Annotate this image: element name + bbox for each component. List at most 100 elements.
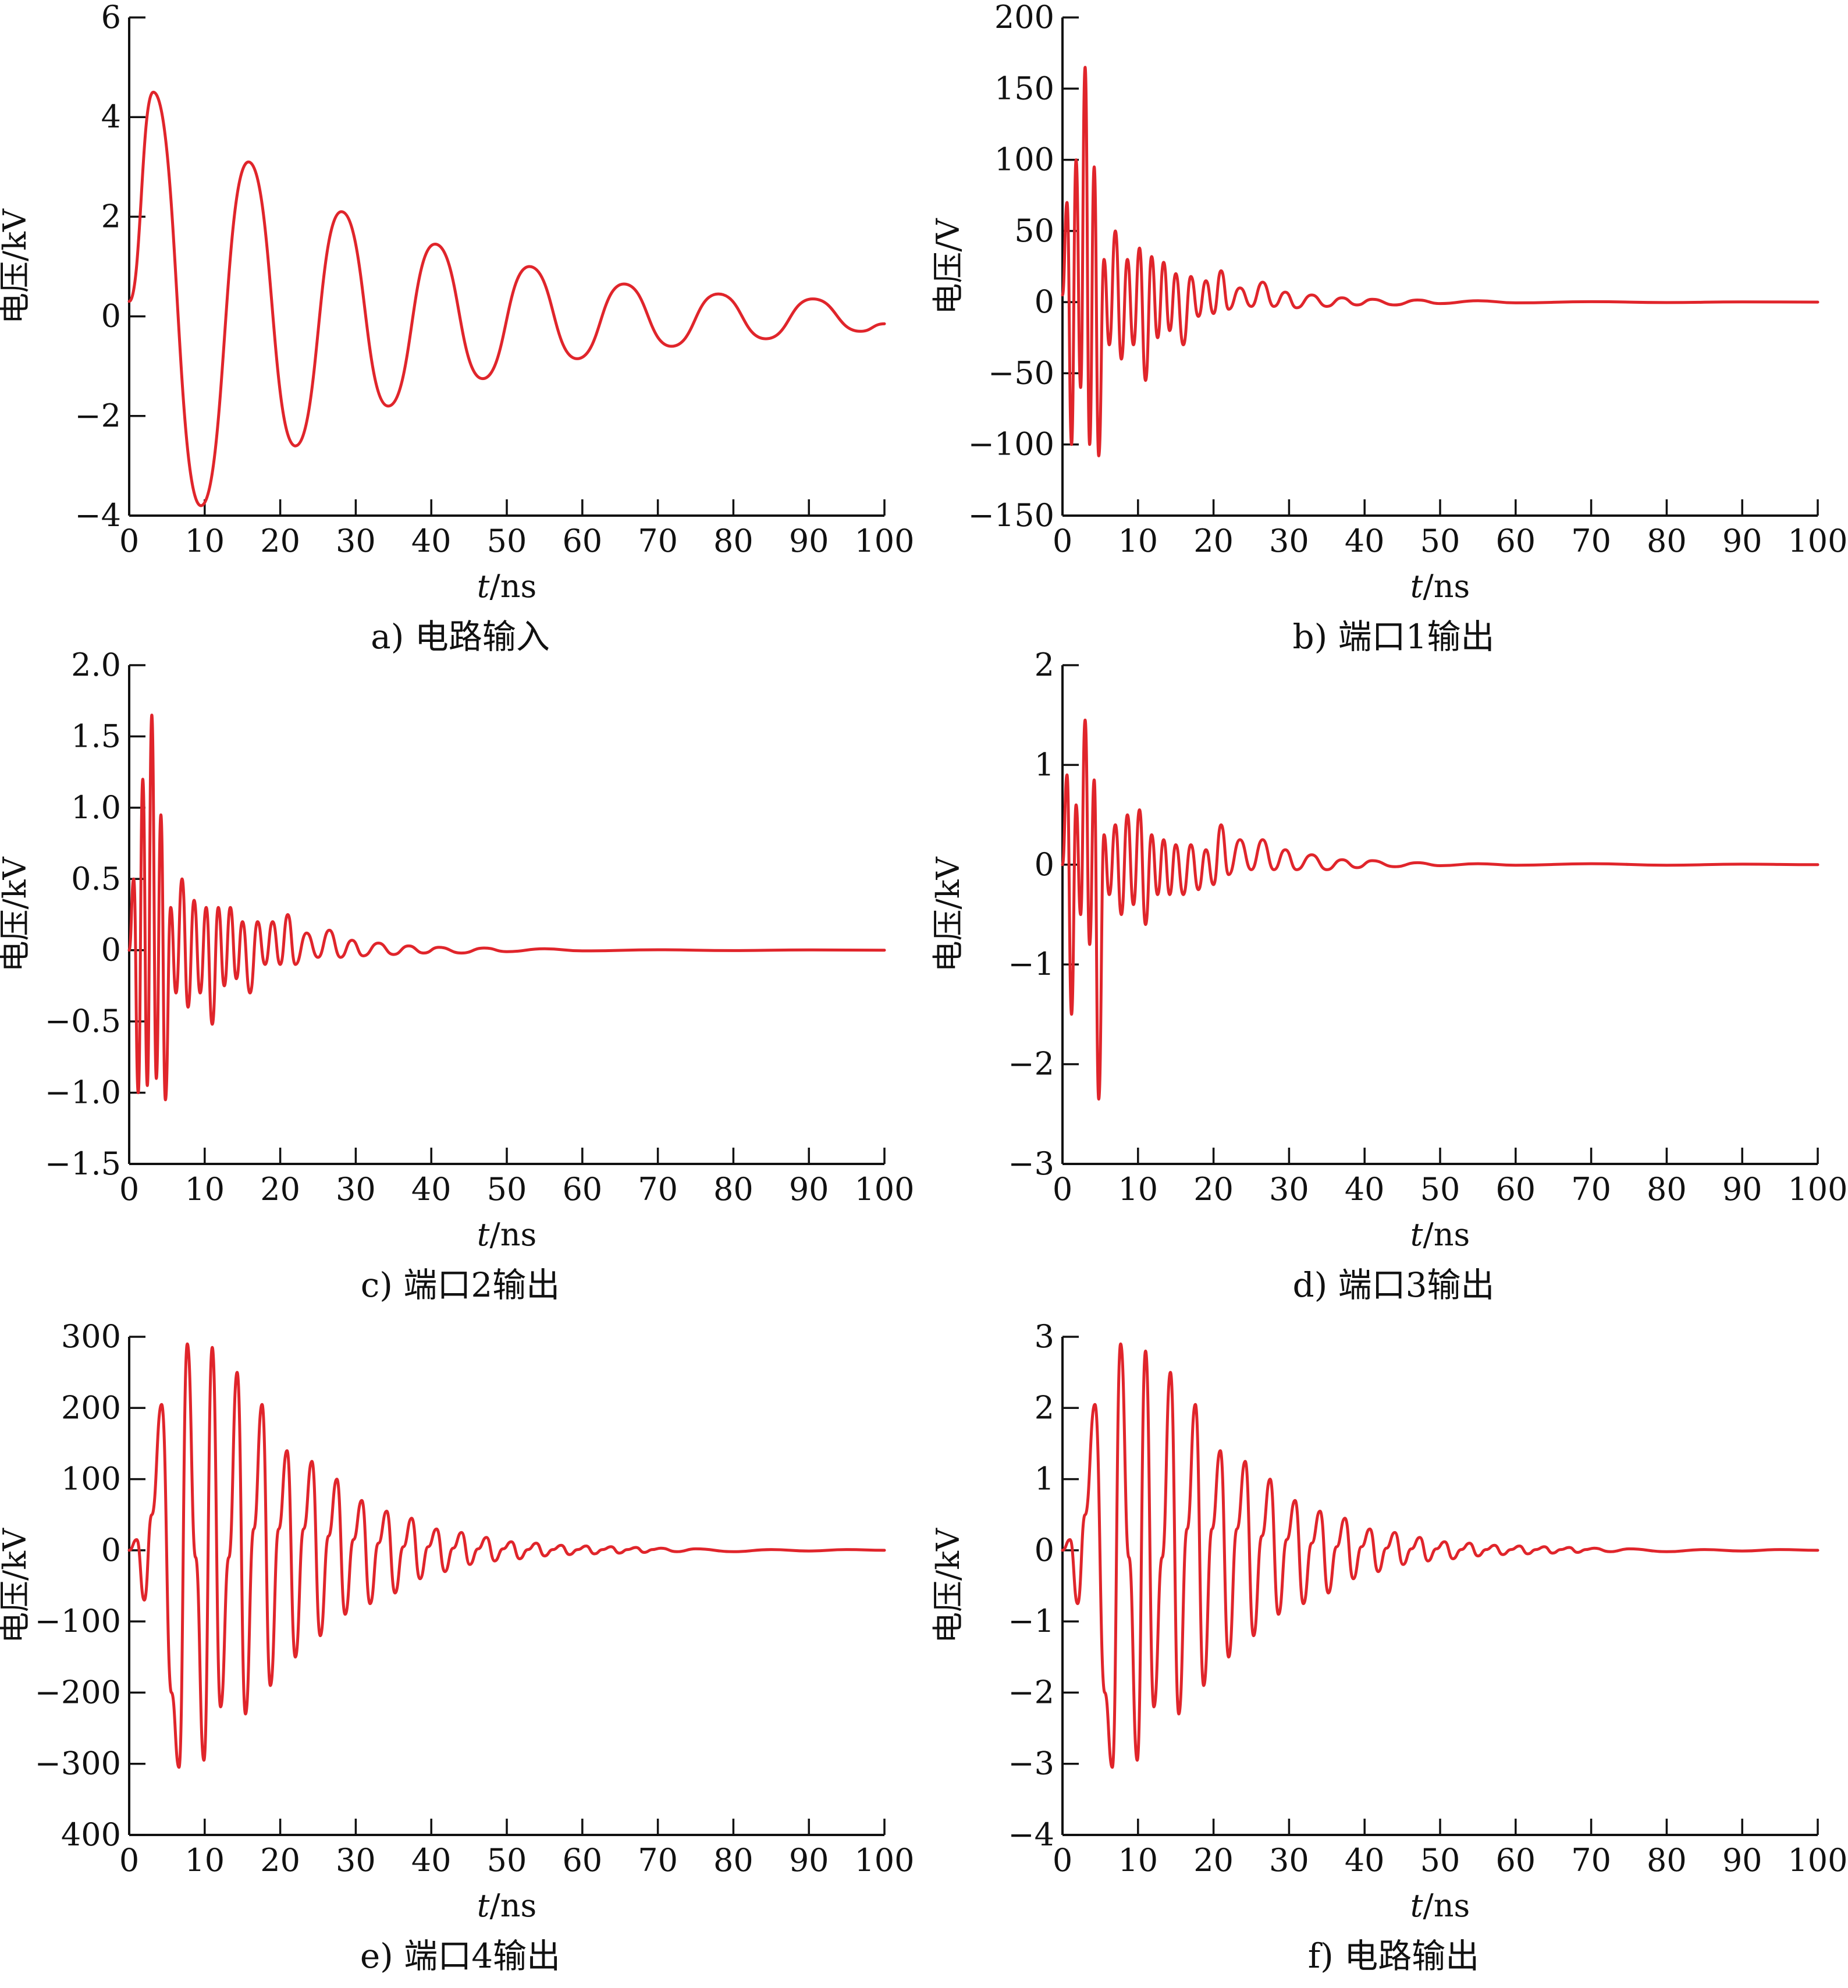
panel-caption: b) 端口1输出	[1292, 617, 1494, 656]
y-tick-label: −4	[74, 497, 121, 534]
y-tick-label: 100	[994, 141, 1054, 178]
x-axis-label: t/ns	[1410, 1216, 1470, 1253]
chart-panel-3: 0 10 20 30 40 50 60 70 80 90 100 −1.5 −1.0 −0.5 0 0.5 1.…	[0, 647, 915, 1305]
x-tick-label: 80	[1647, 1842, 1687, 1879]
y-tick-label: 1.0	[71, 789, 121, 826]
x-axis-label: t/ns	[1410, 568, 1470, 605]
x-tick-label: 30	[1269, 1842, 1309, 1879]
x-axis-label-var: t	[477, 568, 490, 605]
panel-caption: d) 端口3输出	[1292, 1265, 1494, 1305]
y-tick-label: 0.5	[71, 860, 121, 897]
x-axis-label-var: t	[1410, 1216, 1423, 1253]
y-axis-label: 电压/kV	[0, 1528, 33, 1643]
series-line-1	[127, 90, 886, 507]
y-tick-label: 2	[1035, 1389, 1054, 1426]
y-tick-label: −100	[35, 1603, 121, 1639]
x-tick-label: 30	[1269, 1171, 1309, 1208]
chart-panel-1: 0 10 20 30 40 50 60 70 80 90 100 −4 −2 0 2 4 6 电压/kV t/ns a…	[0, 0, 915, 656]
x-tick-label: 90	[1722, 1171, 1762, 1208]
y-tick-label: 3	[1035, 1318, 1054, 1355]
x-tick-label: 100	[854, 1171, 914, 1208]
x-axis-label-unit: /ns	[1423, 1216, 1470, 1253]
y-axis-label: 电压/kV	[0, 857, 33, 972]
x-tick-label: 50	[487, 1171, 527, 1208]
x-tick-label: 20	[260, 523, 300, 559]
y-tick-label: −150	[968, 497, 1054, 534]
x-axis-label-unit: /ns	[490, 568, 537, 605]
x-tick-label: 70	[638, 523, 678, 559]
x-tick-label: 70	[638, 1171, 678, 1208]
x-tick-label: 20	[1193, 523, 1234, 559]
x-tick-label: 10	[184, 523, 225, 559]
y-tick-label: 0	[1035, 283, 1054, 320]
y-tick-label: 1.5	[71, 718, 121, 754]
x-axis-label: t/ns	[477, 568, 536, 605]
y-axis-label: 电压/kV	[930, 1528, 966, 1643]
x-tick-label: 100	[1787, 523, 1847, 559]
panel-caption: c) 端口2输出	[361, 1265, 560, 1305]
x-tick-label: 70	[1571, 523, 1611, 559]
x-tick-label: 10	[184, 1171, 225, 1208]
x-tick-label: 70	[638, 1842, 678, 1879]
x-tick-label: 50	[1420, 523, 1460, 559]
y-tick-label: 300	[61, 1318, 121, 1355]
y-tick-label: 0	[101, 298, 121, 335]
y-tick-label: 0	[101, 1532, 121, 1568]
x-tick-label: 90	[1722, 523, 1762, 559]
x-tick-label: 80	[1647, 523, 1687, 559]
x-tick-label: 90	[1722, 1842, 1762, 1879]
x-tick-label: 80	[1647, 1171, 1687, 1208]
y-tick-label: −100	[968, 426, 1054, 463]
x-axis-label-var: t	[477, 1216, 490, 1253]
x-tick-label: 40	[1345, 1171, 1385, 1208]
x-tick-label: 0	[1053, 1842, 1072, 1879]
chart-panel-2: 0 10 20 30 40 50 60 70 80 90 100 −150 −100 −50 0 50 100 1…	[930, 0, 1848, 656]
y-tick-label: 0	[101, 932, 121, 968]
series-line-1	[1061, 718, 1819, 1101]
series-line-1	[1061, 66, 1819, 457]
x-axis-label-var: t	[477, 1887, 490, 1924]
x-tick-label: 40	[411, 1171, 452, 1208]
y-tick-label: 0	[1035, 846, 1054, 883]
y-axis-label: 电压/kV	[0, 208, 33, 324]
x-tick-label: 40	[411, 1842, 452, 1879]
y-tick-label: −1	[1008, 1603, 1054, 1639]
x-tick-label: 60	[1495, 1171, 1536, 1208]
series-line-1	[1061, 1342, 1819, 1769]
x-tick-label: 50	[487, 1842, 527, 1879]
x-tick-label: 40	[1345, 1842, 1385, 1879]
x-tick-label: 0	[1053, 523, 1072, 559]
x-tick-label: 60	[562, 1171, 602, 1208]
y-tick-label: −2	[1008, 1674, 1054, 1710]
x-tick-label: 80	[713, 1171, 754, 1208]
x-tick-label: 50	[487, 523, 527, 559]
y-axis-label: 电压/kV	[930, 857, 966, 972]
x-tick-label: 40	[411, 523, 452, 559]
x-tick-label: 90	[789, 1842, 829, 1879]
x-tick-label: 60	[562, 523, 602, 559]
x-axis-label-unit: /ns	[1423, 1887, 1470, 1924]
x-tick-label: 30	[336, 1171, 376, 1208]
chart-panel-4: 0 10 20 30 40 50 60 70 80 90 100 −3 −2 −1 0 1 2 电压/kV t/ns…	[930, 647, 1848, 1305]
x-tick-label: 0	[119, 523, 139, 559]
y-tick-label: −2	[1008, 1046, 1054, 1082]
x-tick-label: 20	[260, 1842, 300, 1879]
x-tick-label: 0	[119, 1842, 139, 1879]
x-tick-label: 20	[1193, 1842, 1234, 1879]
x-axis-label: t/ns	[477, 1216, 536, 1253]
x-tick-label: 50	[1420, 1842, 1460, 1879]
y-tick-label: −0.5	[45, 1003, 121, 1039]
x-tick-label: 10	[1118, 523, 1158, 559]
y-tick-label: −1.5	[45, 1145, 121, 1182]
x-axis-label-unit: /ns	[1423, 568, 1470, 605]
x-axis-label-var: t	[1410, 1887, 1423, 1924]
x-tick-label: 100	[1787, 1171, 1847, 1208]
y-tick-label: 100	[61, 1461, 121, 1497]
y-tick-label: −50	[988, 354, 1054, 391]
x-tick-label: 20	[1193, 1171, 1234, 1208]
y-tick-label: 200	[61, 1389, 121, 1426]
x-tick-label: 80	[713, 523, 754, 559]
x-tick-label: 10	[184, 1842, 225, 1879]
x-tick-label: 90	[789, 523, 829, 559]
